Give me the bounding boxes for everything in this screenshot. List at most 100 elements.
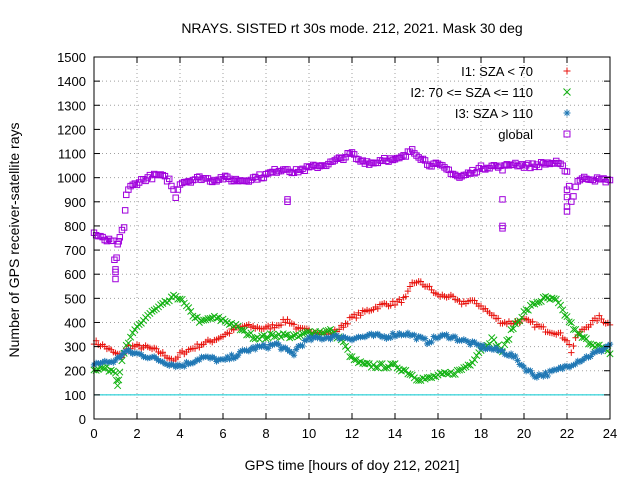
data-point (281, 331, 289, 339)
data-point (344, 320, 351, 328)
data-point (424, 161, 431, 168)
data-point (406, 332, 414, 339)
data-point (234, 322, 242, 330)
data-point (524, 306, 532, 314)
data-point (548, 294, 556, 302)
data-point (408, 146, 416, 153)
data-point (267, 341, 274, 348)
data-point (443, 165, 450, 173)
data-point (531, 163, 538, 171)
data-point (475, 341, 483, 349)
data-point (159, 171, 167, 179)
data-point (563, 168, 571, 175)
data-point (97, 360, 104, 367)
data-point (206, 314, 214, 322)
data-point (185, 360, 192, 368)
data-point (544, 159, 551, 166)
data-point (258, 174, 265, 182)
data-point (344, 345, 352, 354)
data-point (342, 153, 349, 161)
data-point (262, 344, 270, 351)
data-point (125, 186, 132, 193)
data-point (398, 153, 405, 160)
data-point (213, 178, 220, 185)
data-point (565, 318, 573, 326)
data-point (512, 352, 519, 360)
data-point (527, 367, 534, 374)
data-point (198, 176, 205, 184)
data-point (286, 348, 293, 355)
data-point (441, 332, 448, 339)
data-point (378, 333, 386, 341)
data-point (387, 302, 394, 309)
data-point (283, 330, 292, 339)
data-point (538, 371, 545, 379)
data-point (415, 333, 422, 340)
data-point (307, 336, 315, 344)
data-point (415, 376, 423, 384)
data-point (249, 174, 257, 181)
x-axis-label: GPS time [hours of doy 212, 2021] (245, 457, 460, 473)
data-point (516, 162, 523, 169)
data-point (385, 333, 392, 341)
data-point (391, 333, 399, 340)
data-point (172, 194, 179, 201)
data-point (460, 364, 468, 372)
data-point (580, 333, 588, 342)
data-point (146, 171, 154, 179)
data-point (434, 334, 442, 342)
data-point (202, 316, 210, 324)
data-point (226, 330, 233, 337)
data-point (529, 318, 536, 325)
data-point (541, 292, 550, 301)
legend-label: I3: SZA > 110 (455, 106, 533, 121)
data-point (178, 362, 186, 369)
data-point (563, 337, 571, 344)
series-layer (90, 146, 614, 390)
data-point (267, 325, 274, 333)
data-point (565, 182, 573, 190)
data-point (527, 164, 534, 172)
data-point (316, 162, 323, 170)
data-point (320, 335, 328, 343)
data-point (583, 353, 590, 360)
data-point (226, 355, 233, 363)
data-point (150, 170, 158, 178)
data-point (563, 208, 571, 215)
data-point (455, 366, 464, 374)
data-point (350, 356, 358, 364)
data-point (352, 355, 360, 364)
data-point (131, 349, 139, 357)
data-point (540, 373, 547, 380)
legend-label: I2: 70 <= SZA <= 110 (410, 85, 533, 100)
data-point (129, 350, 136, 357)
data-point (297, 166, 304, 174)
data-point (525, 160, 532, 167)
data-point (546, 160, 554, 168)
data-point (224, 173, 231, 180)
data-point (168, 360, 175, 368)
data-point (294, 333, 302, 341)
data-point (322, 327, 330, 335)
data-point (563, 186, 571, 193)
data-point (131, 326, 139, 334)
data-point (559, 365, 566, 373)
data-point (335, 154, 343, 161)
data-point (540, 159, 547, 167)
data-point (578, 334, 586, 342)
data-point (585, 354, 592, 361)
data-point (230, 177, 237, 184)
data-point (533, 298, 541, 306)
data-point (376, 332, 384, 339)
data-point (357, 312, 364, 319)
data-point (290, 321, 298, 328)
data-point (346, 335, 354, 343)
data-point (252, 346, 259, 353)
data-point (563, 130, 571, 138)
data-point (209, 353, 216, 361)
data-point (341, 342, 350, 350)
data-point (129, 329, 137, 337)
data-point (264, 345, 272, 352)
y-tick-label: 200 (64, 364, 86, 379)
y-tick-label: 700 (64, 243, 86, 258)
